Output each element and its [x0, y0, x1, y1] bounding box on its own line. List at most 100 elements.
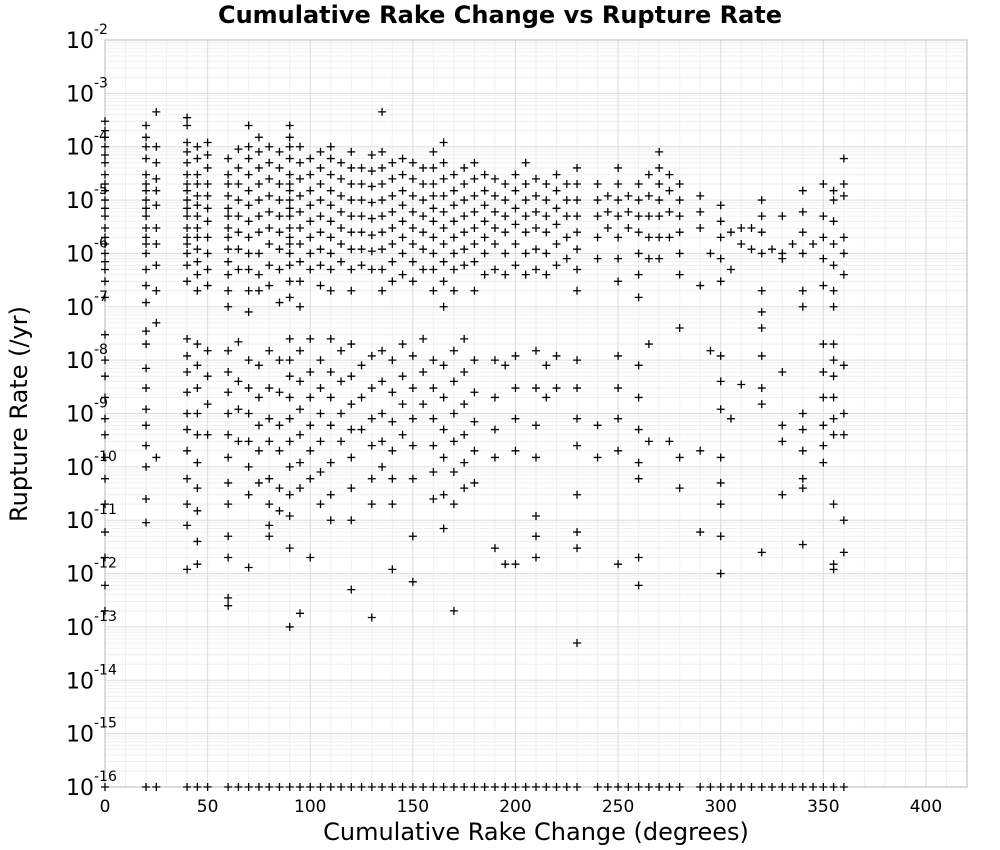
- data-point: [234, 265, 243, 274]
- data-point: [367, 247, 376, 256]
- data-point: [306, 170, 315, 179]
- data-point: [624, 783, 633, 791]
- data-point: [367, 414, 376, 423]
- data-point: [306, 367, 315, 376]
- data-point: [829, 286, 838, 295]
- data-point: [275, 356, 284, 365]
- data-point: [675, 180, 684, 189]
- data-point: [809, 783, 818, 791]
- data-point: [490, 544, 499, 553]
- data-point: [634, 361, 643, 370]
- data-point: [265, 261, 274, 270]
- data-point: [142, 249, 151, 258]
- data-point: [398, 783, 407, 791]
- data-point: [285, 170, 294, 179]
- data-point: [285, 372, 294, 381]
- data-point: [388, 500, 397, 509]
- data-point: [254, 361, 263, 370]
- data-point: [388, 223, 397, 232]
- y-tick-label: 10-9: [66, 396, 108, 428]
- data-point: [644, 233, 653, 242]
- data-point: [655, 147, 664, 156]
- data-point: [142, 265, 151, 274]
- data-point: [419, 245, 428, 254]
- data-point: [449, 500, 458, 509]
- x-tick-label: 300: [704, 797, 736, 817]
- data-point: [839, 783, 848, 791]
- data-point: [234, 437, 243, 446]
- data-point: [224, 286, 233, 295]
- data-point: [193, 180, 202, 189]
- data-point: [337, 174, 346, 183]
- data-point: [306, 154, 315, 163]
- data-point: [593, 196, 602, 205]
- data-point: [798, 783, 807, 791]
- x-tick-label: 100: [294, 797, 326, 817]
- y-tick-label: 10-13: [66, 609, 117, 641]
- data-point: [101, 430, 109, 439]
- data-point: [480, 201, 489, 210]
- data-point: [726, 414, 735, 423]
- data-point: [275, 180, 284, 189]
- data-point: [419, 400, 428, 409]
- data-point: [675, 228, 684, 237]
- data-point: [388, 356, 397, 365]
- data-point: [142, 441, 151, 450]
- data-point: [757, 307, 766, 316]
- data-point: [798, 228, 807, 237]
- data-point: [480, 217, 489, 226]
- data-point: [408, 240, 417, 249]
- data-point: [142, 340, 151, 349]
- data-point: [337, 409, 346, 418]
- data-point: [501, 361, 510, 370]
- data-point: [347, 180, 356, 189]
- data-point: [542, 212, 551, 221]
- data-point: [203, 265, 212, 274]
- data-point: [490, 453, 499, 462]
- data-point: [347, 212, 356, 221]
- data-point: [398, 186, 407, 195]
- data-point: [285, 334, 294, 343]
- data-point: [532, 453, 540, 462]
- data-point: [429, 204, 438, 213]
- data-point: [675, 270, 684, 279]
- data-point: [388, 174, 397, 183]
- data-point: [562, 180, 571, 189]
- data-point: [152, 286, 161, 295]
- data-point: [326, 217, 335, 226]
- data-point: [614, 212, 623, 221]
- data-point: [347, 265, 356, 274]
- data-point: [726, 228, 735, 237]
- y-tick-exponent: -11: [94, 502, 117, 518]
- data-point: [101, 158, 109, 167]
- data-point: [593, 254, 602, 263]
- data-point: [408, 414, 417, 423]
- data-point: [552, 204, 561, 213]
- data-point: [696, 446, 705, 455]
- data-point: [460, 484, 469, 493]
- data-point: [408, 577, 417, 586]
- data-point: [275, 228, 284, 237]
- data-point: [408, 441, 417, 450]
- data-point: [768, 245, 777, 254]
- y-tick-label: 10-7: [66, 289, 108, 321]
- data-point: [429, 180, 438, 189]
- data-point: [716, 254, 725, 263]
- data-point: [439, 490, 448, 499]
- data-point: [388, 191, 397, 200]
- data-point: [183, 170, 192, 179]
- data-point: [254, 249, 263, 258]
- data-point: [511, 261, 520, 270]
- data-point: [593, 212, 602, 221]
- data-point: [470, 783, 479, 791]
- data-point: [634, 249, 643, 258]
- data-point: [203, 783, 212, 791]
- data-point: [778, 783, 787, 791]
- data-point: [316, 163, 325, 172]
- data-point: [152, 107, 161, 116]
- data-point: [562, 254, 571, 263]
- data-point: [306, 186, 315, 195]
- data-point: [234, 180, 243, 189]
- data-point: [521, 180, 530, 189]
- data-point: [819, 783, 828, 791]
